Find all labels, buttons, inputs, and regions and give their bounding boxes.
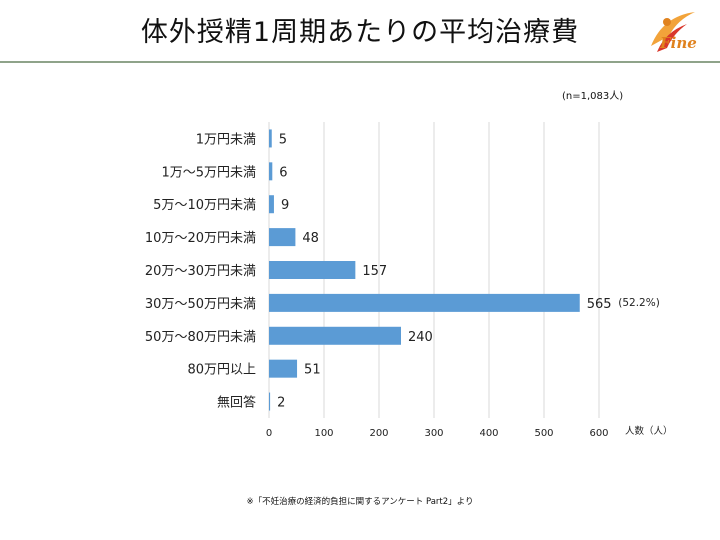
value-label: 565 — [587, 297, 612, 312]
category-label: 1万円未満 — [196, 132, 256, 147]
value-label: 6 — [279, 165, 287, 180]
x-tick-label: 400 — [479, 428, 498, 439]
bar — [269, 392, 271, 411]
value-label: 9 — [281, 198, 289, 213]
category-label: 20万〜30万円未満 — [145, 264, 256, 279]
category-label: 10万〜20万円未満 — [145, 231, 256, 246]
value-label: 5 — [279, 132, 287, 147]
category-label: 80万円以上 — [187, 363, 256, 378]
x-tick-label: 100 — [314, 428, 333, 439]
source-note: ※「不妊治療の経済的負担に関するアンケート Part2」より — [246, 497, 474, 507]
bar — [269, 129, 272, 148]
bar — [269, 293, 580, 312]
value-label: 157 — [362, 264, 387, 279]
title-divider — [0, 61, 720, 63]
percentage-annotation: (52.2%) — [618, 297, 660, 309]
x-tick-label: 600 — [589, 428, 608, 439]
value-label: 2 — [277, 396, 285, 411]
value-label: 240 — [408, 330, 433, 345]
category-label: 無回答 — [217, 395, 256, 411]
x-tick-label: 0 — [266, 428, 272, 439]
bar — [269, 359, 298, 378]
x-axis-label: 人数（人） — [625, 425, 673, 437]
value-label: 51 — [304, 363, 321, 378]
x-tick-label: 500 — [534, 428, 553, 439]
category-label: 30万〜50万円未満 — [145, 297, 256, 312]
fine-logo-icon — [651, 12, 695, 52]
page-title: 体外授精1周期あたりの平均治療費 — [140, 17, 580, 48]
bar — [269, 228, 296, 247]
sample-size-note: (n=1,083人) — [562, 91, 624, 102]
category-label: 5万〜10万円未満 — [153, 198, 256, 213]
bar — [269, 195, 274, 214]
x-tick-label: 200 — [369, 428, 388, 439]
bar — [269, 261, 356, 279]
bar — [269, 162, 273, 181]
category-label: 50万〜80万円未満 — [145, 330, 256, 345]
x-tick-label: 300 — [424, 428, 443, 439]
value-label: 48 — [302, 231, 319, 246]
category-label: 1万〜5万円未満 — [161, 165, 256, 180]
logo-text: Fine — [660, 34, 697, 52]
bar — [269, 326, 401, 345]
